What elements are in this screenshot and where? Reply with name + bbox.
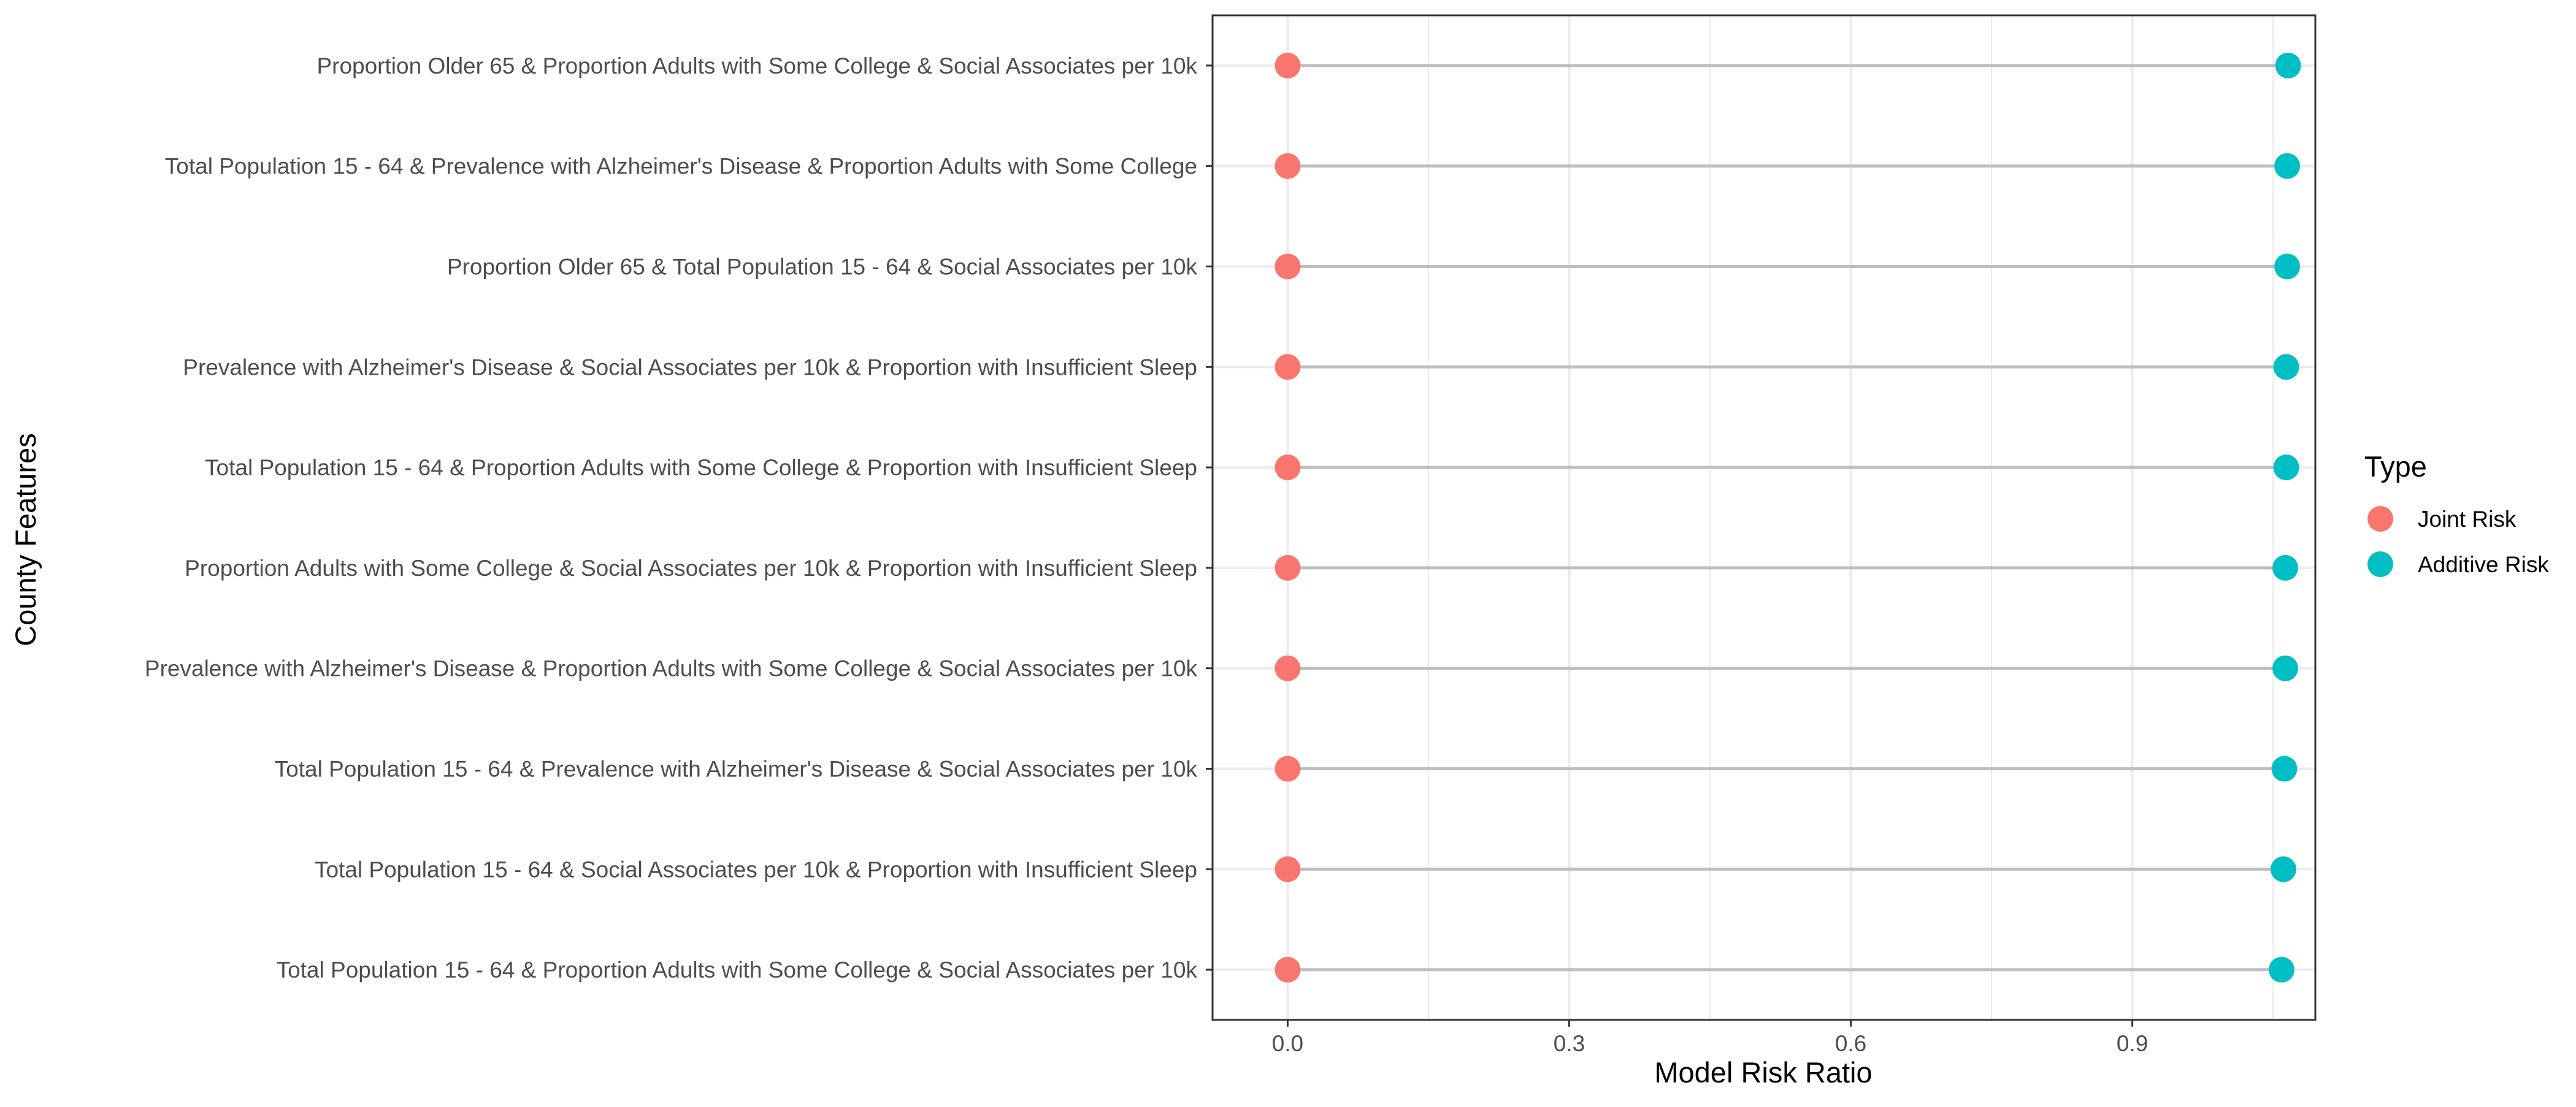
joint-risk-point	[1275, 253, 1301, 280]
y-tick-label: Proportion Older 65 & Total Population 1…	[447, 255, 1198, 280]
additive-risk-point	[2274, 253, 2301, 280]
joint-risk-point	[1275, 655, 1301, 681]
legend-title: Type	[2364, 450, 2427, 483]
x-tick-label: 0.6	[1835, 1031, 1866, 1056]
x-tick-label: 0.9	[2117, 1031, 2148, 1056]
x-tick-label: 0.0	[1272, 1031, 1303, 1056]
x-axis-ticks: 0.0 0.3 0.6 0.9	[1272, 1020, 2148, 1056]
joint-risk-point	[1275, 454, 1301, 481]
additive-risk-point	[2273, 354, 2299, 380]
legend-label-joint-risk: Joint Risk	[2418, 507, 2517, 532]
legend-key-additive-risk	[2367, 551, 2393, 577]
data-points	[1275, 52, 2301, 983]
additive-risk-point	[2273, 454, 2299, 481]
additive-risk-point	[2274, 153, 2301, 179]
additive-risk-point	[2272, 655, 2299, 681]
y-tick-label: Total Population 15 - 64 & Prevalence wi…	[165, 154, 1197, 179]
additive-risk-point	[2275, 52, 2301, 79]
joint-risk-point	[1275, 52, 1301, 79]
additive-risk-point	[2271, 756, 2298, 782]
panel-border-rect	[1211, 14, 2317, 1021]
y-tick-label: Total Population 15 - 64 & Prevalence wi…	[275, 757, 1198, 782]
y-tick-label: Total Population 15 - 64 & Proportion Ad…	[205, 455, 1197, 480]
joint-risk-point	[1275, 957, 1301, 983]
y-axis-ticks: Proportion Older 65 & Proportion Adults …	[145, 53, 1213, 983]
x-axis-title: Model Risk Ratio	[1654, 1056, 1872, 1089]
dumbbell-segments	[1287, 64, 2288, 971]
legend-label-additive-risk: Additive Risk	[2418, 552, 2549, 577]
panel-border	[1211, 14, 2317, 1021]
y-tick-label: Prevalence with Alzheimer's Disease & So…	[183, 354, 1197, 380]
y-tick-label: Proportion Older 65 & Proportion Adults …	[316, 53, 1197, 79]
y-tick-label: Total Population 15 - 64 & Social Associ…	[315, 857, 1197, 882]
y-tick-label: Total Population 15 - 64 & Proportion Ad…	[277, 957, 1198, 983]
joint-risk-point	[1275, 554, 1301, 581]
joint-risk-point	[1275, 153, 1301, 179]
y-tick-label: Prevalence with Alzheimer's Disease & Pr…	[145, 656, 1198, 681]
x-tick-label: 0.3	[1554, 1031, 1585, 1056]
legend-key-joint-risk	[2367, 506, 2393, 532]
additive-risk-point	[2272, 554, 2299, 581]
joint-risk-point	[1275, 756, 1301, 782]
additive-risk-point	[2270, 856, 2296, 883]
additive-risk-point	[2268, 957, 2294, 983]
joint-risk-point	[1275, 856, 1301, 883]
joint-risk-point	[1275, 354, 1301, 380]
legend: Type Joint Risk Additive Risk	[2364, 450, 2549, 577]
y-tick-label: Proportion Adults with Some College & So…	[185, 556, 1197, 581]
y-axis-title: County Features	[9, 433, 42, 646]
